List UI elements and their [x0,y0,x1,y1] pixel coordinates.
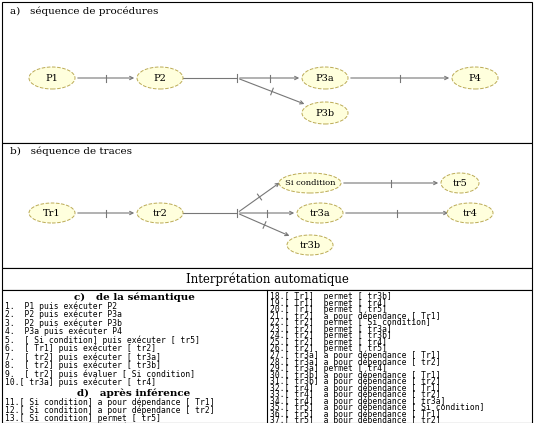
Text: 12.[ Si condition] a pour dépendance [ tr2]: 12.[ Si condition] a pour dépendance [ t… [5,406,215,415]
Text: 35.[ tr5]  a pour dépendance [ Si condition]: 35.[ tr5] a pour dépendance [ Si conditi… [270,403,484,412]
Ellipse shape [302,102,348,124]
Ellipse shape [29,203,75,223]
Text: 30.[ tr3b] a pour dépendance [ Tr1]: 30.[ tr3b] a pour dépendance [ Tr1] [270,370,441,379]
Text: d)   après inférence: d) après inférence [77,388,191,398]
Bar [2,2,532,143]
Text: 2.  P2 puis exécuter P3a: 2. P2 puis exécuter P3a [5,310,122,319]
Ellipse shape [29,67,75,89]
Text: Interprétation automatique: Interprétation automatique [185,272,349,286]
Ellipse shape [279,173,341,193]
Text: 20.[ Tr1]  permet [ tr5]: 20.[ Tr1] permet [ tr5] [270,305,387,314]
Text: b)   séquence de traces: b) séquence de traces [10,146,132,156]
Text: P3a: P3a [316,74,334,82]
Text: 11.[ Si condition] a pour dépendance [ Tr1]: 11.[ Si condition] a pour dépendance [ T… [5,397,215,407]
Text: 13.[ Si condition] permet [ tr5]: 13.[ Si condition] permet [ tr5] [5,414,161,423]
Text: 37.[ tr5]  a pour dépendance [ tr2]: 37.[ tr5] a pour dépendance [ tr2] [270,415,441,423]
Text: 32.[ tr4]  a pour dépendance [ Tr1]: 32.[ tr4] a pour dépendance [ Tr1] [270,383,441,393]
Text: P4: P4 [468,74,482,82]
Text: P2: P2 [154,74,167,82]
Text: 8.  [ tr2] puis exécuter [ tr3b]: 8. [ tr2] puis exécuter [ tr3b] [5,360,161,370]
Text: P3b: P3b [316,109,335,118]
Text: 7.  [ tr2] puis exécuter [ tr3a]: 7. [ tr2] puis exécuter [ tr3a] [5,352,161,362]
Text: 25.[ tr2]  permet [ tr4]: 25.[ tr2] permet [ tr4] [270,338,387,346]
Text: tr3a: tr3a [310,209,331,217]
Text: 18.[ Tr1]  permet [ tr3b]: 18.[ Tr1] permet [ tr3b] [270,292,392,301]
Text: tr5: tr5 [453,179,467,187]
Text: 31.[ tr3b] a pour dépendance [ tr2]: 31.[ tr3b] a pour dépendance [ tr2] [270,376,441,386]
Text: 5.  [ Si condition] puis exécuter [ tr5]: 5. [ Si condition] puis exécuter [ tr5] [5,335,200,344]
Text: 22.[ tr2]  permet [ Si condition]: 22.[ tr2] permet [ Si condition] [270,318,431,327]
Text: c)   de la sémantique: c) de la sémantique [74,292,194,302]
Ellipse shape [297,203,343,223]
Text: 23.[ tr2]  permet [ tr3a]: 23.[ tr2] permet [ tr3a] [270,324,392,333]
Bar [2,290,532,423]
Text: 24.[ tr2]  permet [ tr3b]: 24.[ tr2] permet [ tr3b] [270,331,392,340]
Text: 36.[ tr5]  a pour dépendance [ Tr1]: 36.[ tr5] a pour dépendance [ Tr1] [270,409,441,418]
Text: 28.[ tr3a] a pour dépendance [ tr2]: 28.[ tr3a] a pour dépendance [ tr2] [270,357,441,366]
Ellipse shape [441,173,479,193]
Text: 3.  P2 puis exécuter P3b: 3. P2 puis exécuter P3b [5,318,122,327]
Text: 21.[ tr2]  a pour dépendance [ Tr1]: 21.[ tr2] a pour dépendance [ Tr1] [270,311,441,321]
Text: tr2: tr2 [153,209,168,217]
Text: 10.[ tr3a] puis exécuter [ tr4]: 10.[ tr3a] puis exécuter [ tr4] [5,377,156,387]
Text: 6.  [ Tr1] puis exécuter [ tr2]: 6. [ Tr1] puis exécuter [ tr2] [5,343,156,353]
Text: P1: P1 [45,74,58,82]
Ellipse shape [447,203,493,223]
Text: tr3b: tr3b [300,241,320,250]
Text: Tr1: Tr1 [43,209,61,217]
Text: 34.[ tr4]  a pour dépendance [ tr3a]: 34.[ tr4] a pour dépendance [ tr3a] [270,396,445,406]
Text: 33.[ tr4]  a pour dépendance [ tr2]: 33.[ tr4] a pour dépendance [ tr2] [270,390,441,399]
Text: 9.  [ tr2] puis évaluer [ Si condition]: 9. [ tr2] puis évaluer [ Si condition] [5,369,195,379]
Text: a)   séquence de procédures: a) séquence de procédures [10,6,159,16]
Text: 4.  P3a puis exécuter P4: 4. P3a puis exécuter P4 [5,327,122,336]
Bar [2,268,532,290]
Ellipse shape [137,67,183,89]
Ellipse shape [302,67,348,89]
Text: tr4: tr4 [462,209,477,217]
Text: 27.[ tr3a] a pour dépendance [ Tr1]: 27.[ tr3a] a pour dépendance [ Tr1] [270,351,441,360]
Ellipse shape [137,203,183,223]
Ellipse shape [452,67,498,89]
Ellipse shape [287,235,333,255]
Text: 1.  P1 puis exécuter P2: 1. P1 puis exécuter P2 [5,301,117,310]
Text: 26.[ tr2]  permet [ tr5]: 26.[ tr2] permet [ tr5] [270,344,387,353]
Text: 19.[ Tr1]  permet [ tr4]: 19.[ Tr1] permet [ tr4] [270,299,387,308]
Text: Si condition: Si condition [285,179,335,187]
Bar [2,143,532,268]
Text: 29.[ tr3a] permet [ tr4]: 29.[ tr3a] permet [ tr4] [270,363,387,373]
